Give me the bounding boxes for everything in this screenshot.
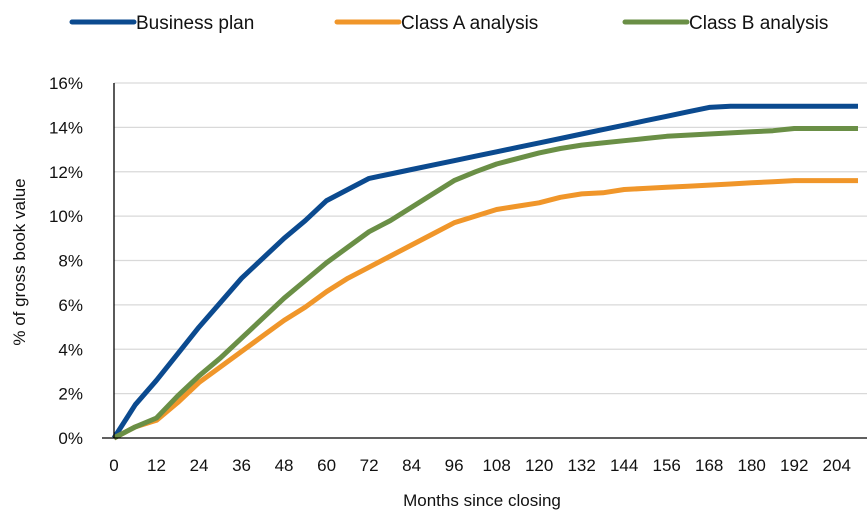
legend-label-business-plan: Business plan <box>136 13 254 34</box>
y-axis-title: % of gross book value <box>10 178 29 345</box>
y-tick-labels: 0% 2% 4% 6% 8% 10% 12% 14% 16% <box>49 74 83 448</box>
series-line-class-a-analysis <box>112 178 858 441</box>
legend-label-class-b-analysis: Class B analysis <box>689 13 828 34</box>
x-tick-labels: 0 12 24 36 48 60 72 84 96 108 120 132 144 156 168 180 19… <box>109 456 851 475</box>
x-tick-label: 36 <box>232 456 251 475</box>
y-tick-label: 4% <box>58 340 83 359</box>
y-tick-label: 10% <box>49 207 83 226</box>
x-tick-label: 168 <box>695 456 723 475</box>
x-tick-label: 0 <box>109 456 118 475</box>
y-tick-label: 14% <box>49 118 83 137</box>
x-tick-label: 48 <box>275 456 294 475</box>
gridlines <box>114 82 867 395</box>
x-tick-label: 108 <box>482 456 510 475</box>
x-tick-label: 72 <box>360 456 379 475</box>
x-tick-label: 156 <box>652 456 680 475</box>
legend: Business plan Class A analysis Class B ana… <box>69 13 828 34</box>
series-lines <box>111 103 858 441</box>
y-tick-label: 16% <box>49 74 83 93</box>
x-tick-label: 12 <box>147 456 166 475</box>
y-tick-label: 12% <box>49 163 83 182</box>
x-tick-label: 120 <box>525 456 553 475</box>
x-tick-label: 180 <box>738 456 766 475</box>
x-tick-label: 60 <box>317 456 336 475</box>
x-tick-label: 96 <box>445 456 464 475</box>
y-tick-label: 0% <box>58 429 83 448</box>
x-tick-label: 132 <box>567 456 595 475</box>
y-tick-label: 2% <box>58 385 83 404</box>
x-tick-label: 204 <box>823 456 851 475</box>
series-line-class-b-analysis <box>112 126 858 441</box>
x-tick-label: 24 <box>190 456 209 475</box>
legend-label-class-a-analysis: Class A analysis <box>401 13 538 34</box>
x-axis-title: Months since closing <box>403 491 561 510</box>
x-tick-label: 192 <box>780 456 808 475</box>
axes <box>102 83 867 439</box>
series-line-business-plan <box>111 103 858 440</box>
x-tick-label: 144 <box>610 456 638 475</box>
x-tick-label: 84 <box>402 456 421 475</box>
y-tick-label: 6% <box>58 296 83 315</box>
y-tick-label: 8% <box>58 252 83 271</box>
